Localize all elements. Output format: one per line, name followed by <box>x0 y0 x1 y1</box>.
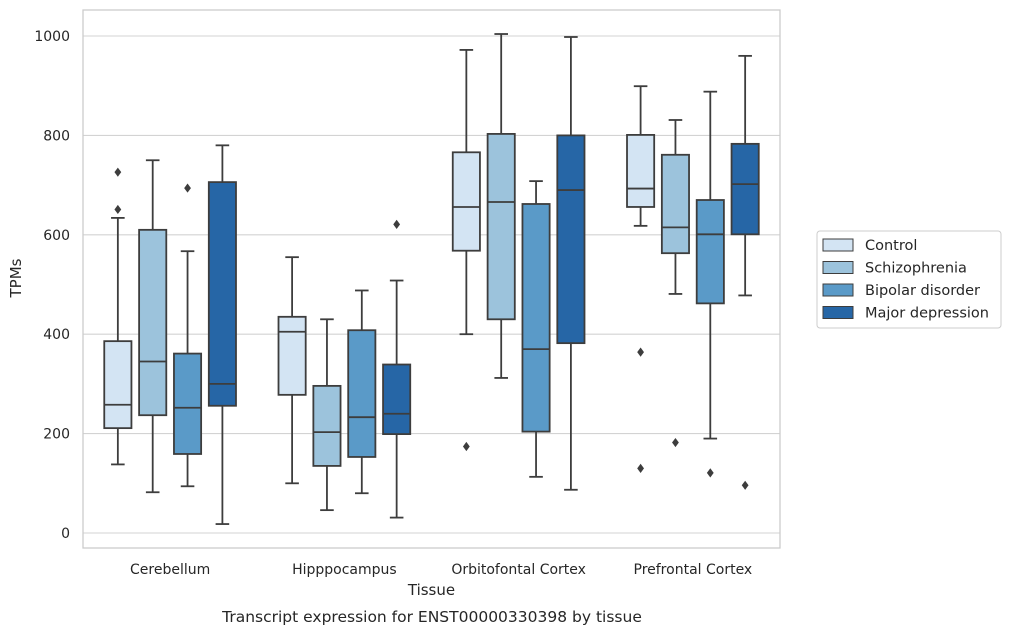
x-tick-label: Cerebellum <box>130 562 210 578</box>
box-schizophrenia-cerebellum <box>138 159 168 494</box>
iqr-box <box>173 352 203 455</box>
iqr-box <box>556 134 586 345</box>
legend-swatch-control <box>822 238 854 252</box>
legend-label: Major depression <box>865 306 989 322</box>
y-tick-label: 800 <box>43 128 70 144</box>
iqr-box <box>695 199 725 305</box>
y-axis-label: TPMs <box>7 258 25 298</box>
outlier-point <box>637 347 644 357</box>
box-bipolar-disorder-prefrontal-cortex <box>695 90 725 478</box>
plot-frame <box>82 9 781 549</box>
x-tick-label: Prefrontal Cortex <box>634 562 753 578</box>
y-tick-label: 1000 <box>34 29 70 45</box>
box-bipolar-disorder-cerebellum <box>173 183 203 488</box>
box-major-depression-hipppocampus <box>382 219 412 519</box>
box-schizophrenia-prefrontal-cortex <box>660 119 690 448</box>
box-bipolar-disorder-hipppocampus <box>347 289 377 495</box>
x-axis-label: Tissue <box>407 581 455 599</box>
y-tick-label: 200 <box>43 427 70 443</box>
legend-label: Control <box>865 238 917 254</box>
y-tick-label: 400 <box>43 327 70 343</box>
iqr-box <box>277 315 307 396</box>
boxes-layer <box>103 33 760 525</box>
y-tick-labels: 0 200 400 600 800 1000 <box>34 29 70 542</box>
iqr-box <box>103 340 133 430</box>
x-tick-label: Orbitofontal Cortex <box>451 562 586 578</box>
box-control-prefrontal-cortex <box>626 85 656 473</box>
box-schizophrenia-hipppocampus <box>312 318 342 512</box>
x-tick-label: Hipppocampus <box>292 562 397 578</box>
outlier-point <box>114 204 122 215</box>
iqr-box <box>486 133 516 321</box>
legend-swatch-schizophrenia <box>822 261 854 274</box>
outlier-point <box>637 463 644 473</box>
box-control-cerebellum <box>103 167 133 466</box>
x-tick-labels: Cerebellum Hipppocampus Orbitofontal Corte… <box>130 562 752 578</box>
legend-swatch-bipolar-disorder <box>822 283 854 297</box>
outlier-point <box>114 167 122 177</box>
y-tick-label: 600 <box>43 228 70 244</box>
iqr-box <box>347 329 377 458</box>
legend-frame <box>816 230 1002 329</box>
iqr-box <box>382 363 412 435</box>
legend-label: Bipolar disorder <box>865 283 980 299</box>
iqr-box <box>660 153 690 255</box>
outlier-point <box>706 468 714 478</box>
iqr-box <box>626 134 656 208</box>
iqr-box <box>521 203 551 433</box>
iqr-box <box>451 151 481 252</box>
legend-label: Schizophrenia <box>865 261 967 277</box>
outlier-point <box>741 480 749 490</box>
box-major-depression-orbitofontal-cortex <box>556 36 586 491</box>
outlier-point <box>672 437 679 448</box>
chart-caption: Transcript expression for ENST0000033039… <box>221 608 642 626</box>
y-tick-label: 0 <box>61 526 70 542</box>
legend-items: Control Schizophrenia Bipolar disorder Majo… <box>822 238 989 322</box>
iqr-box <box>312 384 342 467</box>
iqr-box <box>207 181 237 407</box>
outlier-point <box>184 183 191 193</box>
iqr-box <box>138 228 168 417</box>
outlier-point <box>462 441 470 452</box>
legend-swatch-major-depression <box>822 306 854 319</box>
iqr-box <box>730 142 760 236</box>
outlier-point <box>393 219 401 229</box>
box-control-hipppocampus <box>277 256 307 485</box>
box-bipolar-disorder-orbitofontal-cortex <box>521 180 551 478</box>
box-schizophrenia-orbitofontal-cortex <box>486 33 516 379</box>
legend: Control Schizophrenia Bipolar disorder Majo… <box>816 230 1002 329</box>
box-major-depression-prefrontal-cortex <box>730 54 760 490</box>
box-major-depression-cerebellum <box>207 144 237 525</box>
box-control-orbitofontal-cortex <box>451 49 481 452</box>
